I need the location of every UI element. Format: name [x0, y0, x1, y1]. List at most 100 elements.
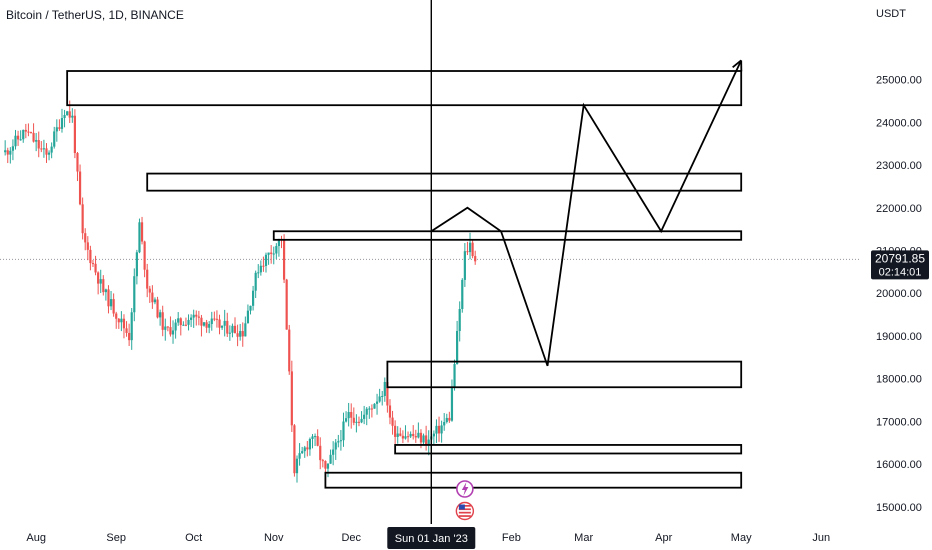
candle-body — [47, 152, 51, 155]
candle-body — [468, 242, 472, 253]
candle-body — [391, 417, 394, 426]
candle-body — [321, 460, 324, 462]
candle-body — [445, 417, 448, 423]
candle-body — [332, 449, 335, 455]
price-tick-label: 17000.00 — [876, 416, 922, 428]
candle-body — [329, 454, 332, 464]
candle-body — [11, 146, 15, 151]
candle-body — [53, 131, 56, 147]
price-tick-label: 22000.00 — [876, 203, 922, 215]
candle-body — [313, 436, 317, 438]
candle-body — [76, 153, 79, 172]
candle-body — [210, 318, 213, 325]
candle-body — [63, 115, 66, 119]
candle-body — [458, 308, 461, 331]
candle-body — [55, 127, 58, 132]
candle-body — [205, 322, 208, 328]
time-tick-label: May — [731, 532, 752, 544]
candle-body — [117, 318, 120, 323]
bar-countdown: 02:14:01 — [879, 266, 922, 278]
candle-body — [45, 148, 48, 155]
candle-body — [112, 299, 115, 314]
projection-path — [430, 59, 743, 367]
candle-body — [244, 323, 247, 337]
candle-body — [151, 292, 154, 303]
candle-body — [40, 148, 43, 150]
candle-body — [73, 115, 76, 154]
last-price-badge: 20791.85 02:14:01 — [871, 250, 929, 280]
candle-body — [115, 313, 118, 319]
candle-body — [169, 327, 172, 335]
candle-body — [78, 171, 82, 205]
price-axis[interactable]: 25000.0024000.0023000.0022000.0021000.00… — [876, 75, 922, 514]
candle-body — [425, 435, 428, 445]
chart-title: Bitcoin / TetherUS, 1D, BINANCE — [6, 8, 184, 22]
candle-body — [373, 403, 376, 409]
zone-rectangle — [272, 230, 743, 241]
candle-body — [153, 299, 157, 303]
candle-body — [60, 118, 64, 129]
candle-body — [326, 463, 330, 469]
candle-body — [337, 441, 340, 443]
candle-body — [195, 314, 198, 317]
candle-body — [128, 332, 131, 341]
lightning-icon[interactable] — [456, 480, 474, 498]
us-flag-stripe — [458, 515, 471, 517]
candle-body — [474, 256, 477, 262]
candle-body — [86, 242, 89, 250]
candle-body — [197, 316, 200, 318]
time-tick-label: Oct — [185, 532, 202, 544]
candle-body — [32, 132, 35, 142]
candle-body — [58, 127, 61, 129]
candle-body — [213, 318, 216, 320]
price-tick-label: 24000.00 — [876, 117, 922, 129]
candle-body — [435, 425, 438, 434]
candle-body — [370, 408, 373, 410]
time-axis[interactable]: Aug Sep Oct Nov Dec Feb Mar Apr May Jun — [26, 532, 830, 544]
candle-body — [84, 233, 87, 243]
event-icons[interactable] — [455, 480, 475, 521]
candle-body — [466, 251, 469, 253]
candle-body — [236, 333, 239, 337]
candle-body — [66, 111, 69, 116]
candle-body — [270, 252, 273, 254]
candles — [4, 100, 477, 483]
candle-body — [91, 263, 95, 265]
crosshair-date-label: Sun 01 Jan '23 — [395, 533, 468, 545]
candle-body — [357, 421, 361, 423]
us-flag-icon[interactable] — [455, 501, 475, 521]
candle-body — [409, 433, 412, 437]
last-price-value: 20791.85 — [875, 251, 925, 265]
candle-body — [368, 408, 371, 410]
candle-body — [394, 425, 397, 437]
candle-body — [184, 324, 188, 326]
zone-rectangle — [324, 471, 743, 489]
candle-body — [461, 279, 464, 309]
candle-body — [122, 318, 126, 329]
candle-body — [239, 331, 242, 337]
candle-body — [29, 132, 33, 134]
candle-body — [94, 263, 97, 273]
candle-body — [257, 272, 260, 274]
candle-body — [324, 461, 327, 469]
candle-body — [437, 425, 441, 434]
price-tick-label: 20000.00 — [876, 288, 922, 300]
candle-body — [308, 438, 312, 450]
candle-body — [412, 433, 415, 437]
candle-body — [102, 279, 105, 293]
candle-body — [352, 417, 355, 423]
candle-body — [187, 319, 190, 325]
crosshair-date-box: Sun 01 Jan '23 — [387, 527, 476, 549]
candle-body — [42, 148, 46, 150]
time-tick-label: Nov — [264, 532, 284, 544]
candle-body — [37, 140, 40, 149]
candle-body — [50, 146, 53, 153]
candle-body — [125, 328, 128, 333]
candle-body — [259, 265, 262, 273]
candle-body — [453, 364, 456, 388]
zones — [66, 70, 743, 489]
candle-body — [293, 425, 296, 474]
candle-body — [427, 439, 430, 445]
crosshair-date-background — [387, 527, 476, 549]
